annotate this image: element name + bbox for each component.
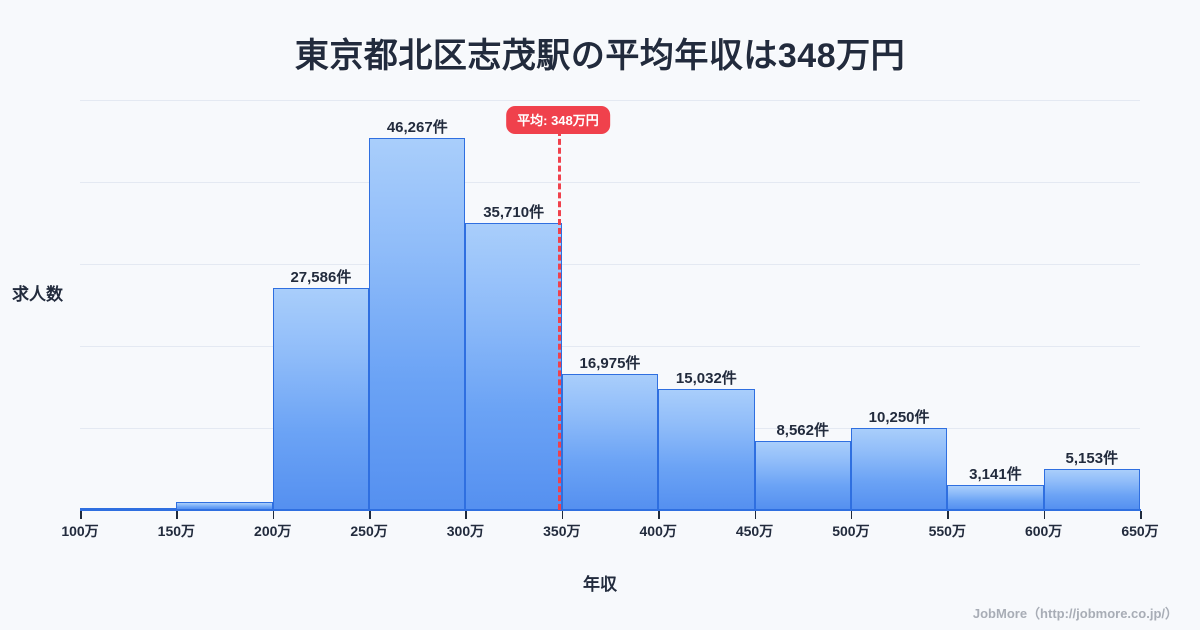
x-axis-tick-label: 250万	[350, 523, 388, 539]
bar-value-label: 10,250件	[868, 408, 930, 426]
x-axis-tick-label: 600万	[1024, 523, 1063, 539]
x-axis-line	[80, 509, 1141, 511]
x-axis-tick-label: 550万	[928, 523, 966, 539]
bar-value-label: 8,562件	[776, 422, 829, 440]
bar-value-label: 35,710件	[483, 203, 545, 221]
x-axis-tick	[1140, 511, 1142, 519]
bar-value-label: 3,141件	[969, 465, 1022, 483]
average-badge: 平均: 348万円	[506, 106, 610, 134]
y-axis-title: 求人数	[12, 285, 63, 304]
x-axis-title: 年収	[583, 575, 617, 594]
x-axis-tick	[272, 511, 275, 519]
bar-value-label: 27,586件	[290, 269, 352, 287]
x-axis-tick-label: 350万	[543, 523, 581, 539]
x-axis-tick	[658, 511, 660, 519]
bar	[850, 427, 948, 510]
x-axis-tick	[176, 511, 178, 519]
bar	[947, 484, 1044, 510]
bar	[465, 222, 562, 510]
bar	[561, 373, 659, 510]
x-axis-tick-label: 450万	[735, 523, 774, 539]
x-axis-tick-label: 100万	[61, 523, 99, 539]
bar	[369, 138, 466, 510]
gridline	[80, 100, 1140, 101]
x-axis-tick	[947, 511, 949, 519]
gridline	[80, 182, 1140, 183]
bar	[658, 389, 755, 510]
x-axis-tick	[754, 511, 757, 519]
bar-value-label: 5,153件	[1065, 449, 1119, 467]
x-axis-tick-label: 400万	[639, 523, 677, 539]
average-line	[557, 130, 561, 510]
x-axis-tick	[1043, 511, 1046, 519]
bar-value-label: 16,975件	[579, 354, 641, 372]
bar-value-label: 46,267件	[386, 119, 448, 137]
page-title: 東京都北区志茂駅の平均年収は348万円	[294, 37, 906, 75]
x-axis-tick	[561, 511, 564, 519]
x-axis-tick-label: 500万	[832, 523, 870, 539]
footer-credit: JobMore（http://jobmore.co.jp/）	[972, 606, 1178, 621]
x-axis-tick	[80, 511, 82, 519]
x-axis-tick-label: 300万	[446, 523, 485, 539]
bar	[754, 441, 851, 510]
x-axis-tick-label: 650万	[1121, 523, 1159, 539]
x-axis-tick	[850, 511, 853, 519]
gridline	[80, 264, 1140, 265]
gridline	[80, 346, 1140, 347]
x-axis-tick	[369, 511, 371, 519]
bar	[1043, 468, 1140, 510]
x-axis-tick	[465, 511, 467, 519]
bar-value-label: 15,032件	[675, 370, 737, 388]
x-axis-tick-label: 150万	[157, 523, 196, 539]
bar	[272, 288, 370, 510]
x-axis-tick-label: 200万	[254, 523, 292, 539]
